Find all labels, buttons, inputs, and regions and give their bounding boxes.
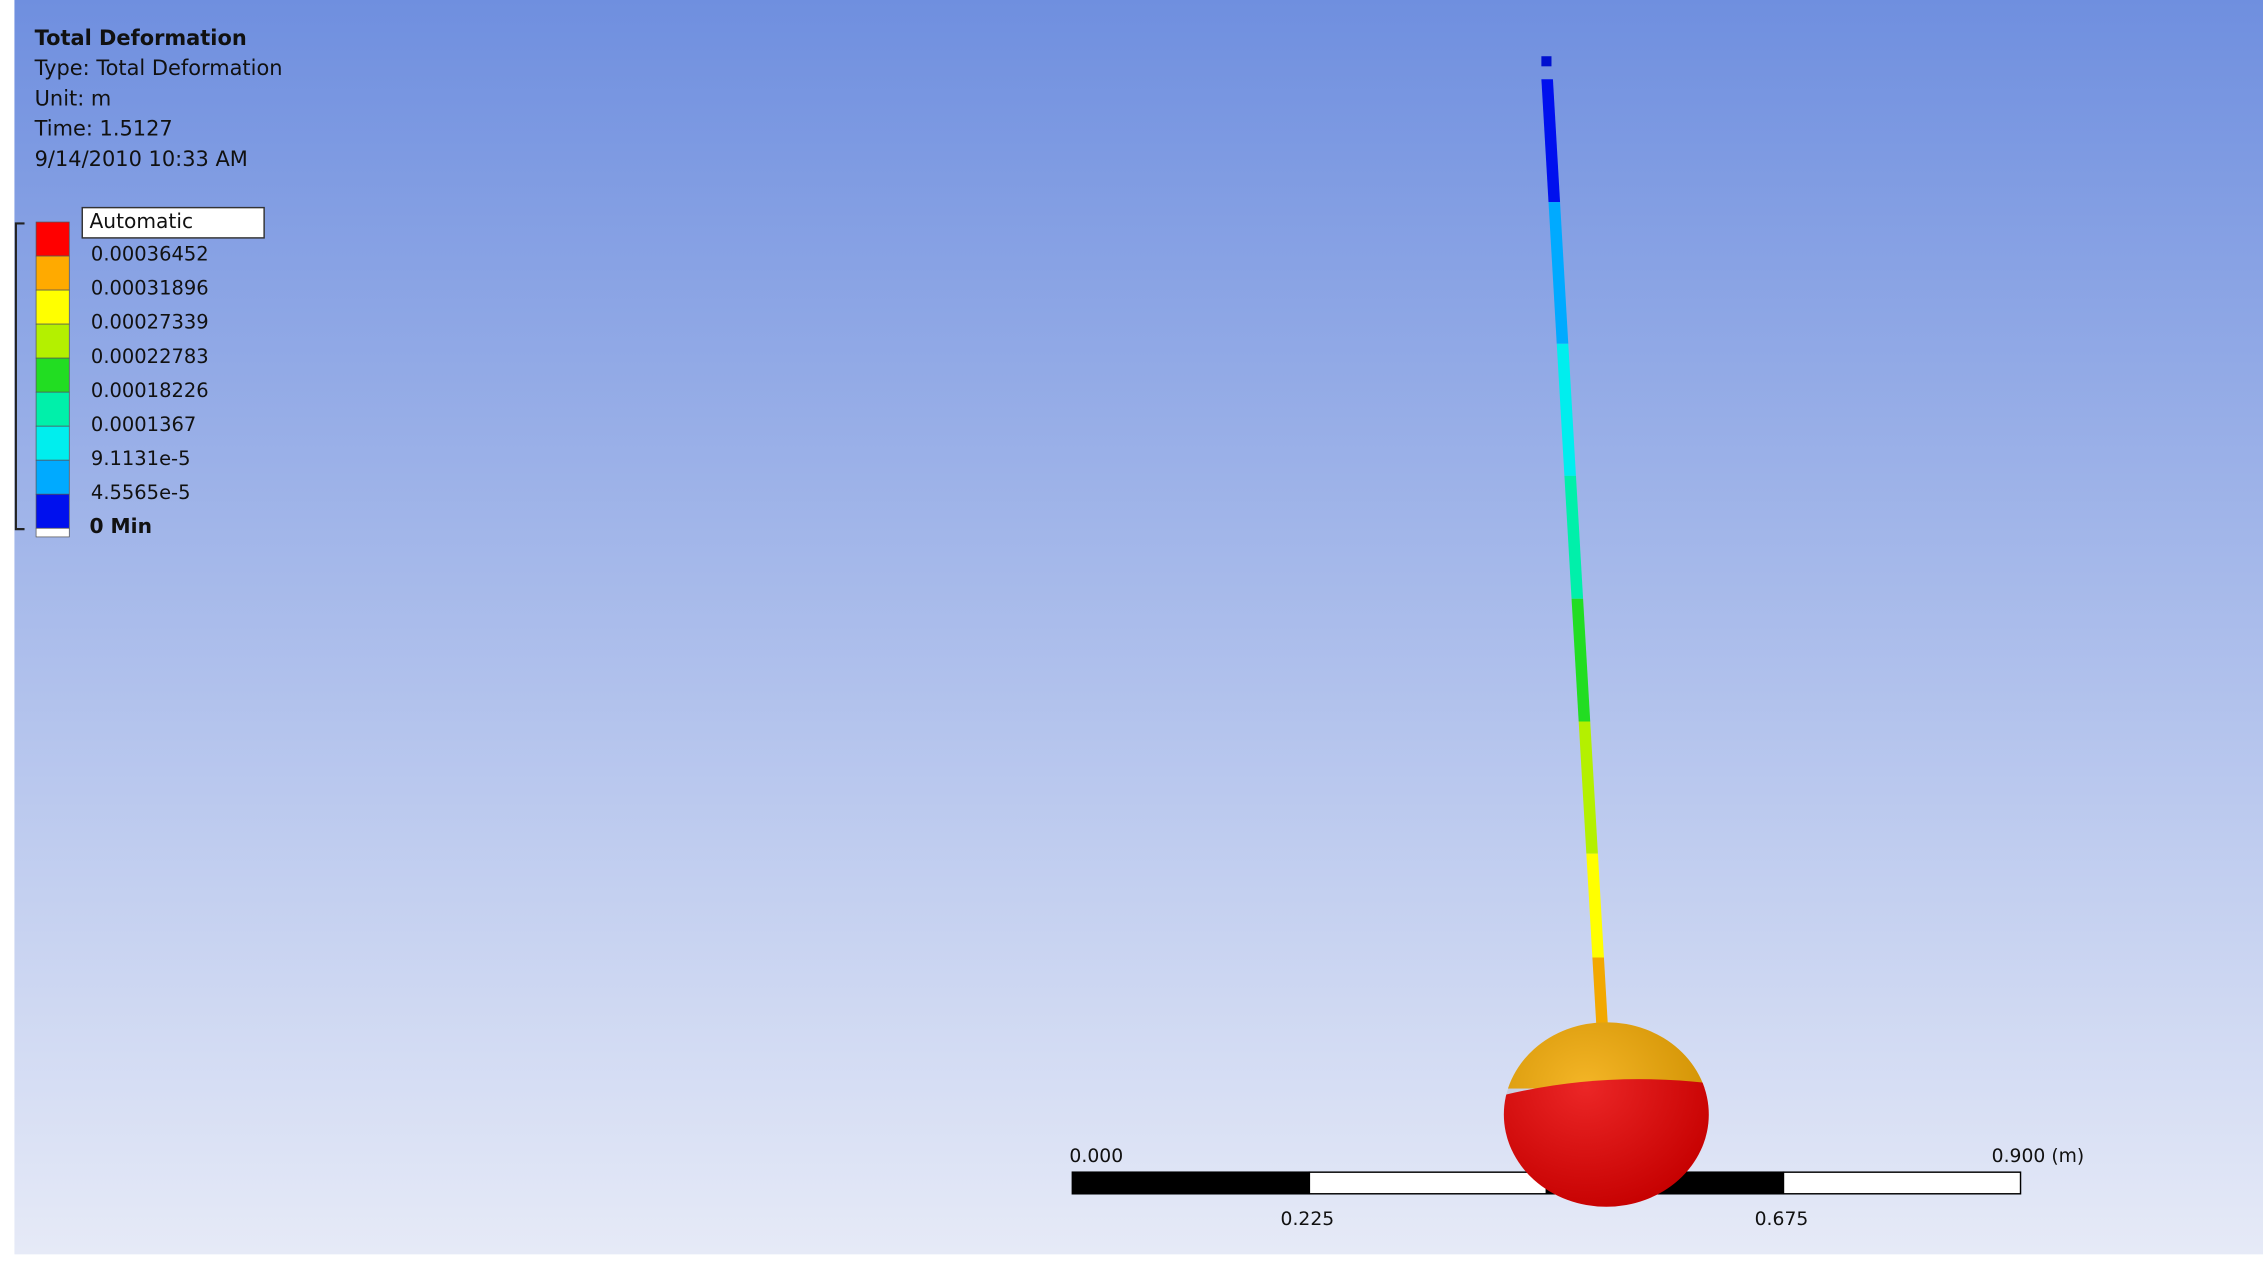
legend-value: 0.00022783 [91,345,209,368]
scale-label: 0.225 [1281,1209,1335,1230]
legend-value: 0.00018226 [91,379,209,402]
legend-value: 4.5565e-5 [91,481,191,504]
legend-swatch [36,528,69,537]
result-time: Time: 1.5127 [34,117,173,141]
scale-label: 0.675 [1755,1209,1809,1230]
legend-value: 0.00027339 [91,311,209,334]
background [14,0,2263,1254]
viewport: Total Deformation Type: Total Deformatio… [0,0,2263,1263]
result-unit: Unit: m [35,86,112,110]
result-type: Type: Total Deformation [34,56,283,80]
scale-segment [1309,1172,1546,1194]
legend-swatch [36,222,69,256]
legend-mode[interactable]: Automatic [89,209,193,233]
result-title: Total Deformation [35,26,247,50]
legend-swatch [36,494,69,528]
legend-swatch [36,256,69,290]
result-date: 9/14/2010 10:33 AM [35,147,248,171]
scale-segment [1072,1172,1309,1194]
legend-swatch [36,324,69,358]
legend-value: 0.00031896 [91,277,209,300]
legend-swatch [36,426,69,460]
legend-value: 0.00036452 [91,243,209,266]
legend-swatch [36,392,69,426]
legend-value: 0.0001367 [91,413,196,436]
scale-label: 0.900 (m) [1992,1146,2085,1167]
scale-segment [1783,1172,2020,1194]
legend-swatch [36,290,69,324]
legend-min: 0 Min [89,514,152,538]
legend-swatch [36,460,69,494]
pivot [1541,56,1551,66]
legend-swatch [36,358,69,392]
legend-value: 9.1131e-5 [91,447,191,470]
scale-label: 0.000 [1069,1146,1123,1167]
